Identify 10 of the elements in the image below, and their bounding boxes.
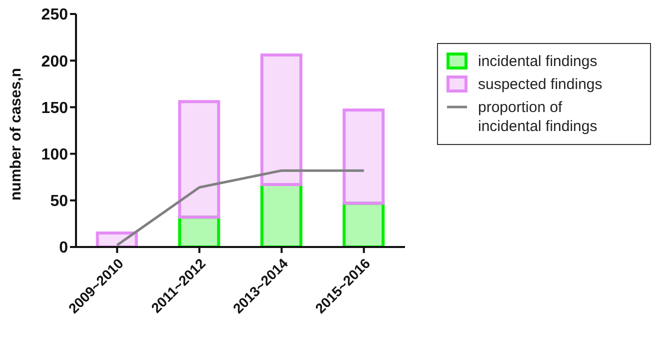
y-tick-label: 150 (41, 100, 68, 117)
y-tick-label: 0 (59, 240, 68, 257)
y-tick-label: 250 (41, 6, 68, 24)
legend-label: proportion of incidental findings (478, 98, 598, 136)
y-tick-label: 200 (41, 53, 68, 70)
legend-label: incidental findings (478, 52, 598, 71)
legend-label: suspected findings (478, 75, 604, 94)
y-tick-label: 100 (41, 146, 68, 164)
y-tick-label: 50 (50, 193, 68, 210)
y-axis-title: number of cases,n (7, 68, 24, 200)
